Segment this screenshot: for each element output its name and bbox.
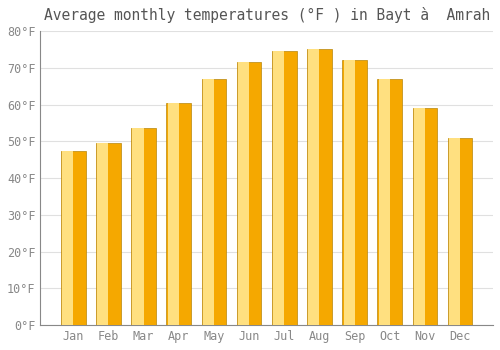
Bar (61, 150, 86, 325)
Bar (344, 61, 354, 325)
Bar (166, 103, 191, 325)
Bar (237, 62, 262, 325)
Title: Average monthly temperatures (°F ) in Bayt à  Amrah: Average monthly temperatures (°F ) in Ba… (44, 7, 490, 23)
Bar (98, 143, 108, 325)
Bar (272, 51, 296, 325)
Bar (202, 79, 226, 325)
Bar (131, 128, 156, 325)
Bar (203, 79, 214, 325)
Bar (96, 143, 120, 325)
Bar (342, 61, 367, 325)
Bar (449, 138, 460, 325)
Bar (307, 49, 332, 325)
Bar (378, 79, 402, 325)
Bar (448, 138, 472, 325)
Bar (412, 108, 438, 325)
Bar (132, 128, 143, 325)
Bar (378, 79, 390, 325)
Bar (273, 51, 284, 325)
Bar (414, 108, 425, 325)
Bar (238, 62, 249, 325)
Bar (168, 103, 178, 325)
Bar (62, 150, 73, 325)
Bar (308, 49, 320, 325)
